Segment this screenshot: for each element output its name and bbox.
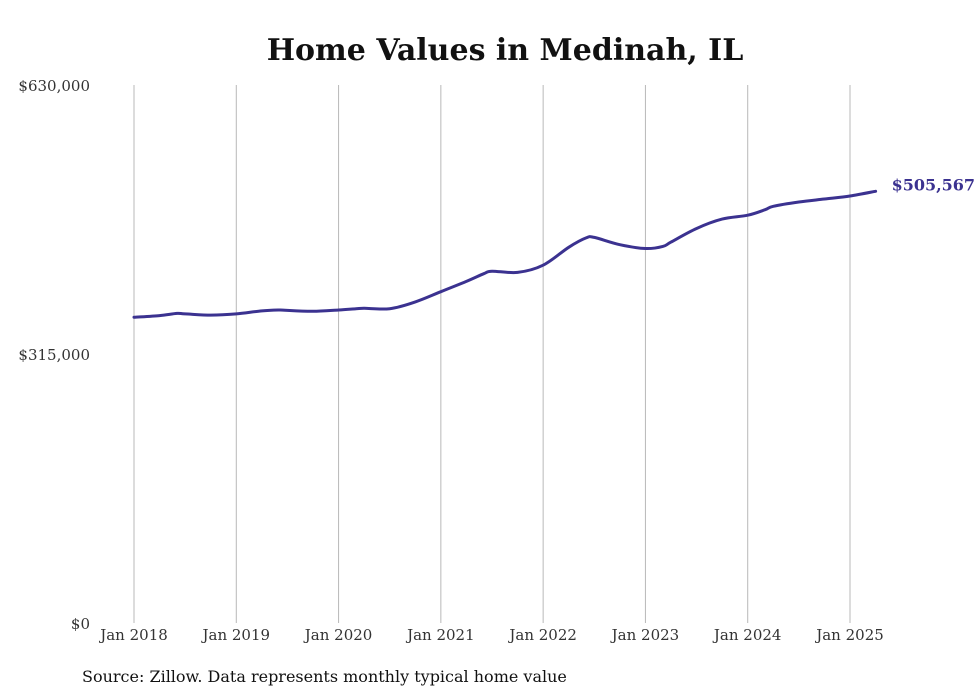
x-axis-ticks: Jan 2018 Jan 2019 Jan 2020 Jan 2021 Jan 2022… bbox=[98, 626, 884, 644]
y-tick-label: $0 bbox=[71, 615, 90, 633]
x-tick-label: Jan 2024 bbox=[712, 626, 782, 644]
y-tick-label: $630,000 bbox=[18, 77, 90, 95]
series-line bbox=[132, 189, 878, 319]
x-tick-label: Jan 2025 bbox=[814, 626, 884, 644]
x-tick-label: Jan 2022 bbox=[507, 626, 577, 644]
gridlines bbox=[133, 85, 851, 623]
source-note: Source: Zillow. Data represents monthly … bbox=[82, 667, 567, 686]
y-axis-ticks: $0 $315,000 $630,000 bbox=[18, 77, 90, 633]
chart: Home Values in Medinah, IL $0 $315,000 $63… bbox=[18, 33, 976, 644]
x-tick-label: Jan 2021 bbox=[405, 626, 475, 644]
y-tick-label: $315,000 bbox=[18, 346, 90, 364]
x-tick-label: Jan 2019 bbox=[201, 626, 271, 644]
end-value-label: $505,567 bbox=[892, 175, 976, 194]
series-layer: $505,567 bbox=[132, 175, 976, 319]
x-tick-label: Jan 2018 bbox=[98, 626, 168, 644]
x-tick-label: Jan 2023 bbox=[610, 626, 680, 644]
x-tick-label: Jan 2020 bbox=[303, 626, 373, 644]
chart-title: Home Values in Medinah, IL bbox=[267, 33, 744, 68]
